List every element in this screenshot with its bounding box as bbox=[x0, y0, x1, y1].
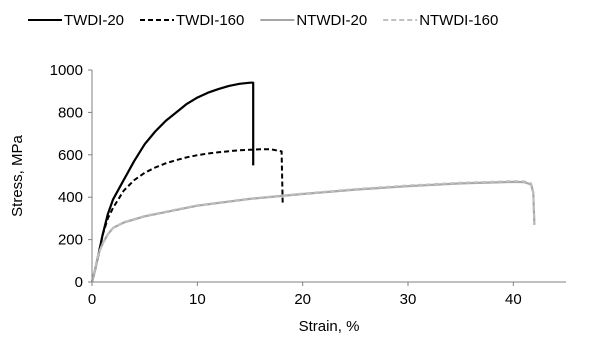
legend-label-twdi-160: TWDI-160 bbox=[176, 12, 244, 29]
legend: TWDI-20 TWDI-160 NTWDI-20 NTWDI-160 bbox=[28, 12, 498, 29]
legend-label-twdi-20: TWDI-20 bbox=[64, 12, 124, 29]
x-tick-label: 0 bbox=[88, 291, 96, 308]
series-line-twdi-20 bbox=[90, 81, 255, 283]
y-tick-label: 0 bbox=[75, 274, 83, 291]
y-tick-label: 600 bbox=[58, 147, 83, 164]
series-layer bbox=[90, 81, 536, 283]
y-tick-label: 200 bbox=[58, 232, 83, 249]
y-ticks: 0 200 400 600 800 1000 bbox=[50, 62, 92, 291]
y-tick-label: 1000 bbox=[50, 62, 83, 79]
series-line-ntwdi-20 bbox=[90, 180, 536, 283]
x-tick-label: 30 bbox=[400, 291, 417, 308]
series-line-ntwdi-160 bbox=[91, 180, 536, 283]
y-tick-label: 400 bbox=[58, 189, 83, 206]
x-tick-label: 40 bbox=[505, 291, 522, 308]
legend-label-ntwdi-160: NTWDI-160 bbox=[419, 12, 498, 29]
y-axis-title: Stress, MPa bbox=[9, 134, 26, 216]
y-tick-label: 800 bbox=[58, 104, 83, 121]
legend-label-ntwdi-20: NTWDI-20 bbox=[296, 12, 367, 29]
series-line-twdi-160 bbox=[91, 148, 284, 283]
x-tick-label: 10 bbox=[189, 291, 206, 308]
plot-area: 0 10 20 30 40 0 200 400 600 800 1000 bbox=[50, 62, 566, 308]
x-ticks: 0 10 20 30 40 bbox=[88, 282, 522, 308]
x-axis-title: Strain, % bbox=[299, 318, 360, 335]
x-tick-label: 20 bbox=[294, 291, 311, 308]
